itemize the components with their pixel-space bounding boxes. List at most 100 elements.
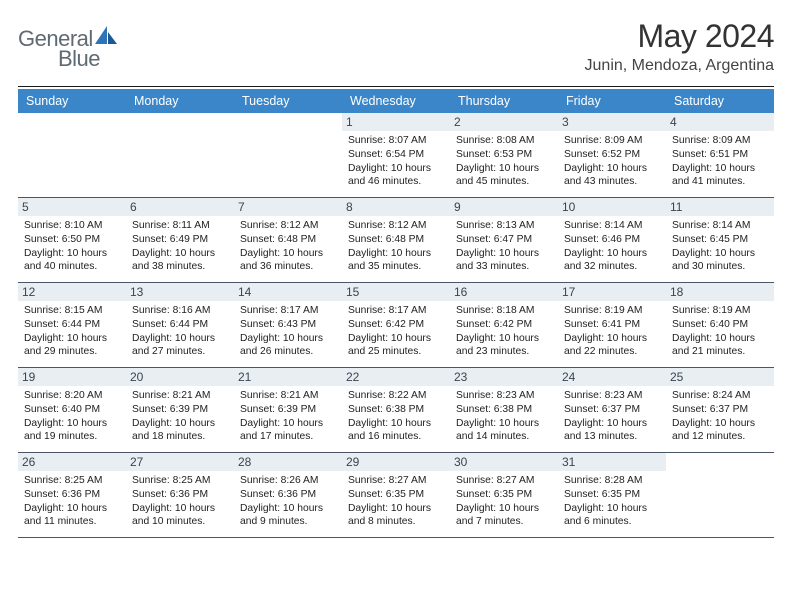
sunset-line: Sunset: 6:51 PM xyxy=(672,148,768,162)
sunrise-line: Sunrise: 8:18 AM xyxy=(456,304,552,318)
sunrise-line: Sunrise: 8:16 AM xyxy=(132,304,228,318)
sunrise-line: Sunrise: 8:14 AM xyxy=(564,219,660,233)
month-title: May 2024 xyxy=(585,18,774,55)
day-number: 13 xyxy=(126,283,234,301)
day-number: 15 xyxy=(342,283,450,301)
day-number: 17 xyxy=(558,283,666,301)
sunrise-line: Sunrise: 8:08 AM xyxy=(456,134,552,148)
day-cell: 2Sunrise: 8:08 AMSunset: 6:53 PMDaylight… xyxy=(450,113,558,197)
sunrise-line: Sunrise: 8:17 AM xyxy=(240,304,336,318)
sunrise-line: Sunrise: 8:12 AM xyxy=(240,219,336,233)
sunset-line: Sunset: 6:54 PM xyxy=(348,148,444,162)
week-row: 19Sunrise: 8:20 AMSunset: 6:40 PMDayligh… xyxy=(18,368,774,453)
day-number: 3 xyxy=(558,113,666,131)
day-number: 26 xyxy=(18,453,126,471)
sunset-line: Sunset: 6:50 PM xyxy=(24,233,120,247)
sunrise-line: Sunrise: 8:23 AM xyxy=(456,389,552,403)
daylight-line: Daylight: 10 hours and 18 minutes. xyxy=(132,417,228,444)
day-cell: 21Sunrise: 8:21 AMSunset: 6:39 PMDayligh… xyxy=(234,368,342,452)
sunset-line: Sunset: 6:45 PM xyxy=(672,233,768,247)
sail-icon xyxy=(93,24,119,46)
sunset-line: Sunset: 6:38 PM xyxy=(348,403,444,417)
sunset-line: Sunset: 6:52 PM xyxy=(564,148,660,162)
day-number: 18 xyxy=(666,283,774,301)
title-block: May 2024 Junin, Mendoza, Argentina xyxy=(585,18,774,75)
day-number: 25 xyxy=(666,368,774,386)
day-number: 5 xyxy=(18,198,126,216)
sunrise-line: Sunrise: 8:14 AM xyxy=(672,219,768,233)
weekday-header: Tuesday xyxy=(234,89,342,113)
day-number: 11 xyxy=(666,198,774,216)
day-number: 9 xyxy=(450,198,558,216)
day-cell: 3Sunrise: 8:09 AMSunset: 6:52 PMDaylight… xyxy=(558,113,666,197)
sunrise-line: Sunrise: 8:27 AM xyxy=(348,474,444,488)
day-cell: 14Sunrise: 8:17 AMSunset: 6:43 PMDayligh… xyxy=(234,283,342,367)
sunset-line: Sunset: 6:38 PM xyxy=(456,403,552,417)
day-number: 16 xyxy=(450,283,558,301)
daylight-line: Daylight: 10 hours and 13 minutes. xyxy=(564,417,660,444)
day-cell: 24Sunrise: 8:23 AMSunset: 6:37 PMDayligh… xyxy=(558,368,666,452)
daylight-line: Daylight: 10 hours and 46 minutes. xyxy=(348,162,444,189)
day-number: 31 xyxy=(558,453,666,471)
daylight-line: Daylight: 10 hours and 6 minutes. xyxy=(564,502,660,529)
day-cell: 18Sunrise: 8:19 AMSunset: 6:40 PMDayligh… xyxy=(666,283,774,367)
day-number: 10 xyxy=(558,198,666,216)
day-cell: 29Sunrise: 8:27 AMSunset: 6:35 PMDayligh… xyxy=(342,453,450,537)
sunrise-line: Sunrise: 8:15 AM xyxy=(24,304,120,318)
daylight-line: Daylight: 10 hours and 21 minutes. xyxy=(672,332,768,359)
daylight-line: Daylight: 10 hours and 36 minutes. xyxy=(240,247,336,274)
daylight-line: Daylight: 10 hours and 22 minutes. xyxy=(564,332,660,359)
brand-word-2: Blue xyxy=(58,46,100,71)
week-row: 12Sunrise: 8:15 AMSunset: 6:44 PMDayligh… xyxy=(18,283,774,368)
daylight-line: Daylight: 10 hours and 9 minutes. xyxy=(240,502,336,529)
brand-logo: General Blue xyxy=(18,18,119,78)
top-rule xyxy=(18,86,774,87)
daylight-line: Daylight: 10 hours and 45 minutes. xyxy=(456,162,552,189)
empty-day xyxy=(18,113,126,131)
empty-day xyxy=(126,113,234,131)
daylight-line: Daylight: 10 hours and 41 minutes. xyxy=(672,162,768,189)
day-cell xyxy=(18,113,126,197)
day-cell xyxy=(234,113,342,197)
sunset-line: Sunset: 6:35 PM xyxy=(564,488,660,502)
sunset-line: Sunset: 6:40 PM xyxy=(24,403,120,417)
weekday-header: Wednesday xyxy=(342,89,450,113)
sunrise-line: Sunrise: 8:22 AM xyxy=(348,389,444,403)
sunrise-line: Sunrise: 8:27 AM xyxy=(456,474,552,488)
daylight-line: Daylight: 10 hours and 8 minutes. xyxy=(348,502,444,529)
sunset-line: Sunset: 6:48 PM xyxy=(348,233,444,247)
day-cell: 16 Sunrise: 8:18 AMSunset: 6:42 PMDayligh… xyxy=(450,283,558,367)
daylight-line: Daylight: 10 hours and 7 minutes. xyxy=(456,502,552,529)
daylight-line: Daylight: 10 hours and 33 minutes. xyxy=(456,247,552,274)
week-row: 5Sunrise: 8:10 AMSunset: 6:50 PMDaylight… xyxy=(18,198,774,283)
weekday-header: Saturday xyxy=(666,89,774,113)
location-subtitle: Junin, Mendoza, Argentina xyxy=(585,57,774,75)
day-cell xyxy=(666,453,774,537)
weekday-header: Monday xyxy=(126,89,234,113)
day-cell: 27Sunrise: 8:25 AMSunset: 6:36 PMDayligh… xyxy=(126,453,234,537)
day-number: 29 xyxy=(342,453,450,471)
sunrise-line: Sunrise: 8:07 AM xyxy=(348,134,444,148)
day-number: 24 xyxy=(558,368,666,386)
sunset-line: Sunset: 6:37 PM xyxy=(564,403,660,417)
sunrise-line: Sunrise: 8:09 AM xyxy=(672,134,768,148)
day-number: 6 xyxy=(126,198,234,216)
day-cell: 11 Sunrise: 8:14 AMSunset: 6:45 PMDayligh… xyxy=(666,198,774,282)
day-number: 8 xyxy=(342,198,450,216)
sunset-line: Sunset: 6:37 PM xyxy=(672,403,768,417)
daylight-line: Daylight: 10 hours and 23 minutes. xyxy=(456,332,552,359)
day-cell xyxy=(126,113,234,197)
sunset-line: Sunset: 6:42 PM xyxy=(456,318,552,332)
week-row: 1Sunrise: 8:07 AMSunset: 6:54 PMDaylight… xyxy=(18,113,774,198)
day-cell: 30Sunrise: 8:27 AMSunset: 6:35 PMDayligh… xyxy=(450,453,558,537)
daylight-line: Daylight: 10 hours and 26 minutes. xyxy=(240,332,336,359)
sunrise-line: Sunrise: 8:09 AM xyxy=(564,134,660,148)
daylight-line: Daylight: 10 hours and 30 minutes. xyxy=(672,247,768,274)
calendar-body: 1Sunrise: 8:07 AMSunset: 6:54 PMDaylight… xyxy=(18,113,774,538)
sunset-line: Sunset: 6:48 PM xyxy=(240,233,336,247)
sunrise-line: Sunrise: 8:26 AM xyxy=(240,474,336,488)
daylight-line: Daylight: 10 hours and 19 minutes. xyxy=(24,417,120,444)
weekday-header: Thursday xyxy=(450,89,558,113)
day-cell: 25Sunrise: 8:24 AMSunset: 6:37 PMDayligh… xyxy=(666,368,774,452)
sunset-line: Sunset: 6:35 PM xyxy=(456,488,552,502)
